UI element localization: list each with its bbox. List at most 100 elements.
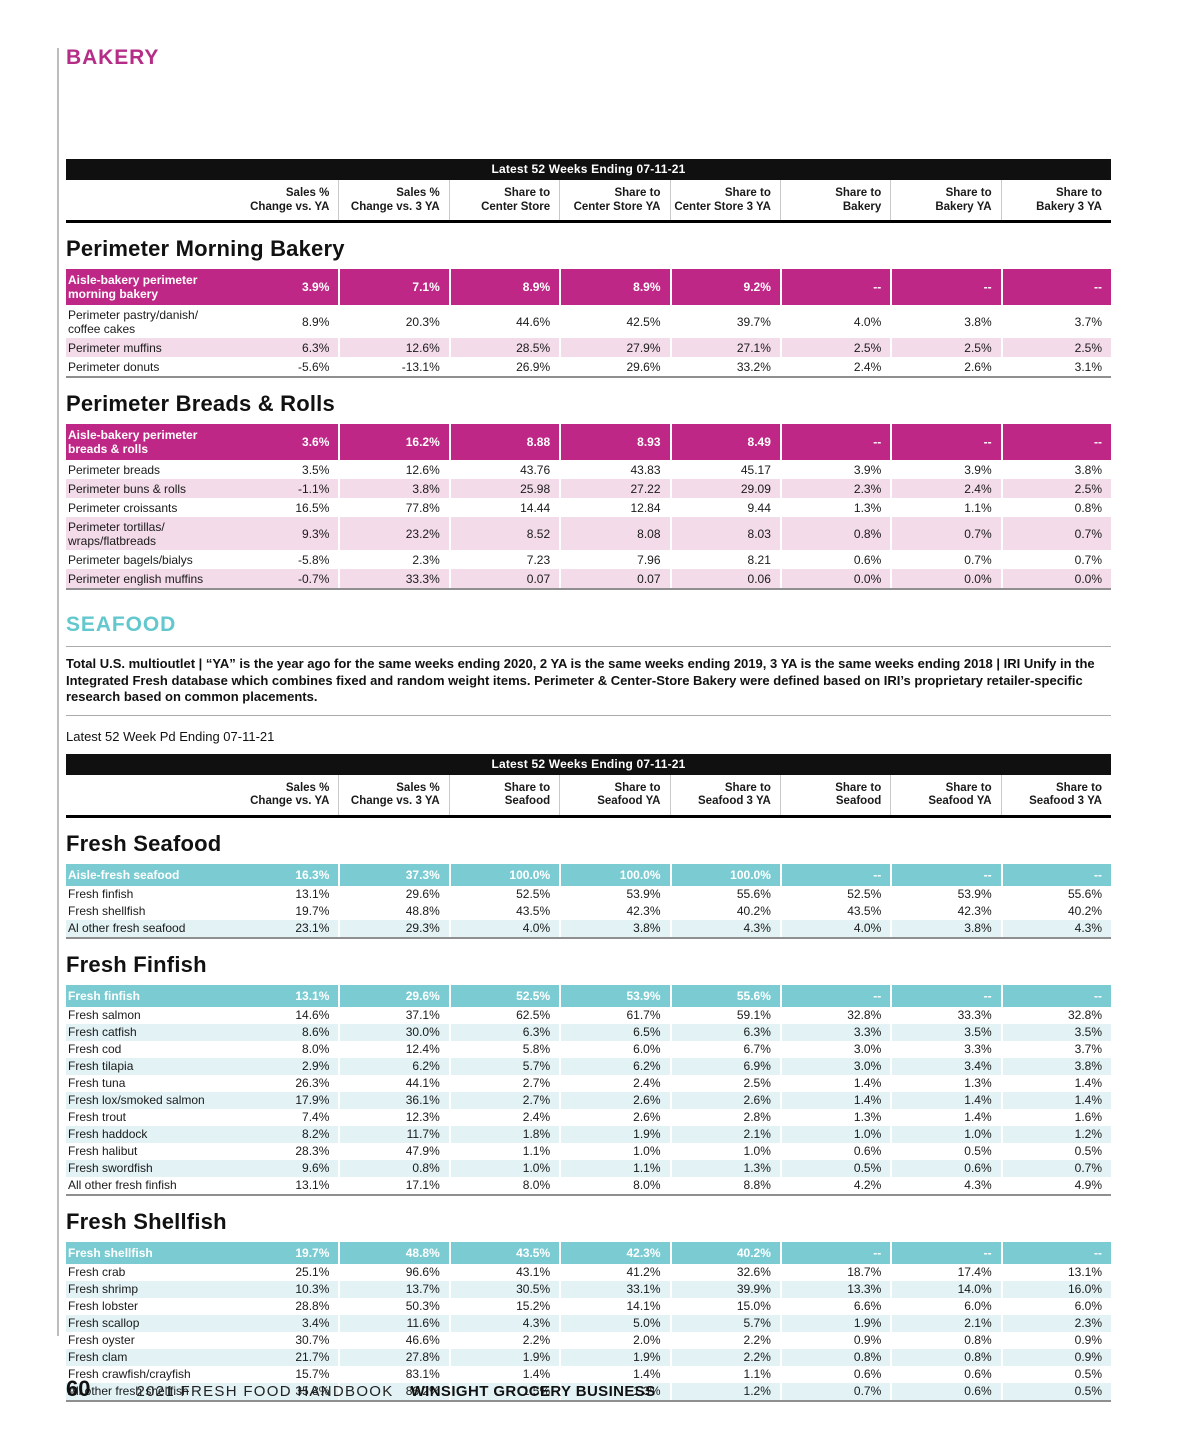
brand-title: WINSIGHT GROCERY BUSINESS [410, 1383, 656, 1400]
value-cell: 86.2% [338, 1382, 448, 1400]
value-cell: 100.0% [669, 863, 780, 886]
table-row: All other fresh finfish 13.1% 17.1% 8.0% 8.0… [66, 1176, 1111, 1194]
value-cell: 8.8% [669, 1176, 780, 1194]
table-row: Al other fresh seafood 23.1% 29.3% 4.0% 3.8%… [66, 919, 1111, 937]
table-row: Fresh tilapia 2.9% 6.2% 5.7% 6.2% 6.9% 3.0% 3.4… [66, 1057, 1111, 1075]
value-cell: 9.2% [669, 269, 780, 305]
value-cell: 3.0% [779, 1057, 890, 1075]
value-cell: 41.2% [559, 1263, 669, 1281]
book-title: 2021 FRESH FOOD HANDBOOK [136, 1383, 394, 1400]
row-label: Fresh haddock [68, 1127, 148, 1141]
value-cell: 0.5% [1000, 1365, 1111, 1383]
value-cell: 100.0% [559, 863, 669, 886]
column-header-spacer [66, 180, 228, 220]
value-cell: 1.5% [448, 1382, 559, 1400]
value-cell: 6.3% [448, 1023, 559, 1041]
row-label: Fresh crawfish/crayfish [68, 1367, 191, 1381]
value-cell: 8.9% [559, 269, 669, 305]
value-cell: 19.7% [295, 904, 330, 918]
table-heading-fresh-finfish: Fresh Finfish [66, 951, 207, 977]
table-heading-breads-rolls: Perimeter Breads & Rolls [66, 391, 335, 416]
value-cell: 50.3% [338, 1297, 448, 1315]
value-cell: 2.1% [890, 1314, 1000, 1332]
value-cell: 5.7% [669, 1314, 780, 1332]
divider [66, 646, 1111, 647]
value-cell: 0.8% [890, 1348, 1000, 1366]
value-cell: 30.0% [338, 1023, 448, 1041]
value-cell: 2.6% [669, 1091, 780, 1109]
aisle-summary-row: Aisle-bakery perimeter morning bakery 3.9… [66, 269, 1111, 305]
table-row: Fresh crawfish/crayfish 15.7% 83.1% 1.4% 1.4… [66, 1365, 1111, 1383]
value-cell: 0.8% [779, 517, 890, 550]
value-cell: 100.0% [448, 863, 559, 886]
value-cell: 61.7% [559, 1006, 669, 1024]
value-cell: 6.2% [338, 1057, 448, 1075]
value-cell: 3.9% [890, 460, 1000, 479]
value-cell: 0.6% [890, 1159, 1000, 1177]
value-cell: -5.6% [298, 359, 330, 374]
section-kicker-seafood: SEAFOOD [66, 613, 177, 636]
value-cell: 28.5% [448, 338, 559, 357]
morning-bakery-table: Aisle-bakery perimeter morning bakery 3.9… [66, 269, 1111, 378]
aisle-summary-row: Aisle-bakery perimeter breads & rolls 3.6… [66, 424, 1111, 460]
value-cell: 43.5% [448, 902, 559, 920]
value-cell: 47.9% [338, 1142, 448, 1160]
value-cell: 1.4% [779, 1074, 890, 1092]
value-cell: 1.9% [448, 1348, 559, 1366]
value-cell: 27.22 [559, 479, 669, 498]
value-cell: 8.9% [302, 314, 330, 329]
value-cell: 29.6% [338, 885, 448, 903]
value-cell: 9.3% [302, 526, 330, 541]
value-cell: 1.9% [559, 1348, 669, 1366]
value-cell: 2.4% [559, 1074, 669, 1092]
methodology-note: Total U.S. multioutlet | “YA” is the yea… [66, 656, 1095, 704]
value-cell: 7.4% [302, 1110, 330, 1124]
value-cell: 33.2% [669, 357, 780, 376]
table-heading-morning-bakery: Perimeter Morning Bakery [66, 236, 345, 261]
value-cell: 0.8% [890, 1331, 1000, 1349]
value-cell: 17.9% [295, 1093, 330, 1107]
column-header-row: Sales % Change vs. YA Sales % Change vs. … [66, 180, 1111, 223]
value-cell: 12.3% [338, 1108, 448, 1126]
row-label: Fresh lox/smoked salmon [68, 1093, 205, 1107]
value-cell: 39.7% [669, 305, 780, 338]
value-cell: 1.3% [669, 1159, 780, 1177]
value-cell: 3.0% [779, 1040, 890, 1058]
value-cell: 8.0% [302, 1042, 330, 1056]
value-cell: 15.7% [295, 1367, 330, 1381]
column-header: Share to Bakery YA [890, 180, 1000, 220]
value-cell: 1.8% [448, 1125, 559, 1143]
value-cell: 1.3% [559, 1382, 669, 1400]
value-cell: 14.6% [295, 1008, 330, 1022]
table-row: Fresh scallop 3.4% 11.6% 4.3% 5.0% 5.7% 1.9% 2.… [66, 1314, 1111, 1332]
value-cell: 1.0% [890, 1125, 1000, 1143]
value-cell: -- [779, 269, 890, 305]
row-label: Fresh lobster [68, 1299, 139, 1313]
value-cell: 0.8% [779, 1348, 890, 1366]
value-cell: 14.0% [890, 1280, 1000, 1298]
value-cell: 3.8% [890, 919, 1000, 937]
value-cell: 8.2% [302, 1127, 330, 1141]
value-cell: 2.2% [448, 1331, 559, 1349]
value-cell: 3.8% [559, 919, 669, 937]
value-cell: 3.3% [890, 1040, 1000, 1058]
value-cell: 5.0% [559, 1314, 669, 1332]
value-cell: 1.1% [448, 1142, 559, 1160]
table-row: Fresh shellfish 19.7% 48.8% 43.5% 42.3% 40.2%… [66, 902, 1111, 920]
value-cell: 36.1% [338, 1091, 448, 1109]
aisle-summary-row: Aisle-fresh seafood 16.3% 37.3% 100.0% 100.0… [66, 863, 1111, 886]
row-label: Perimeter pastry/danish/ coffee cakes [68, 307, 199, 336]
fresh-seafood-table: Aisle-fresh seafood 16.3% 37.3% 100.0% 100.0… [66, 863, 1111, 939]
value-cell: 9.44 [669, 498, 780, 517]
value-cell: 25.1% [295, 1265, 330, 1279]
page-number: 60 [66, 1376, 91, 1401]
value-cell: 0.9% [1000, 1331, 1111, 1349]
table-row: Perimeter buns & rolls -1.1% 3.8% 25.98 27.2… [66, 479, 1111, 498]
table-heading-fresh-seafood: Fresh Seafood [66, 830, 222, 856]
table-heading-fresh-shellfish: Fresh Shellfish [66, 1208, 227, 1234]
value-cell: 59.1% [669, 1006, 780, 1024]
value-cell: 16.5% [295, 500, 330, 515]
table-row: Perimeter bagels/bialys -5.8% 2.3% 7.23 7.96… [66, 550, 1111, 569]
value-cell: 13.1% [295, 988, 330, 1003]
value-cell: 23.1% [295, 921, 330, 935]
